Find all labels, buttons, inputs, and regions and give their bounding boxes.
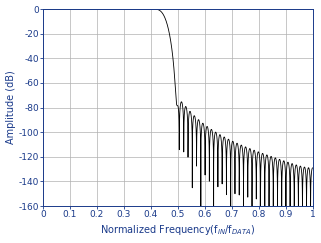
X-axis label: Normalized Frequency(f$_{IN}$/f$_{DATA}$): Normalized Frequency(f$_{IN}$/f$_{DATA}$… xyxy=(100,224,256,237)
Y-axis label: Amplitude (dB): Amplitude (dB) xyxy=(5,71,15,144)
